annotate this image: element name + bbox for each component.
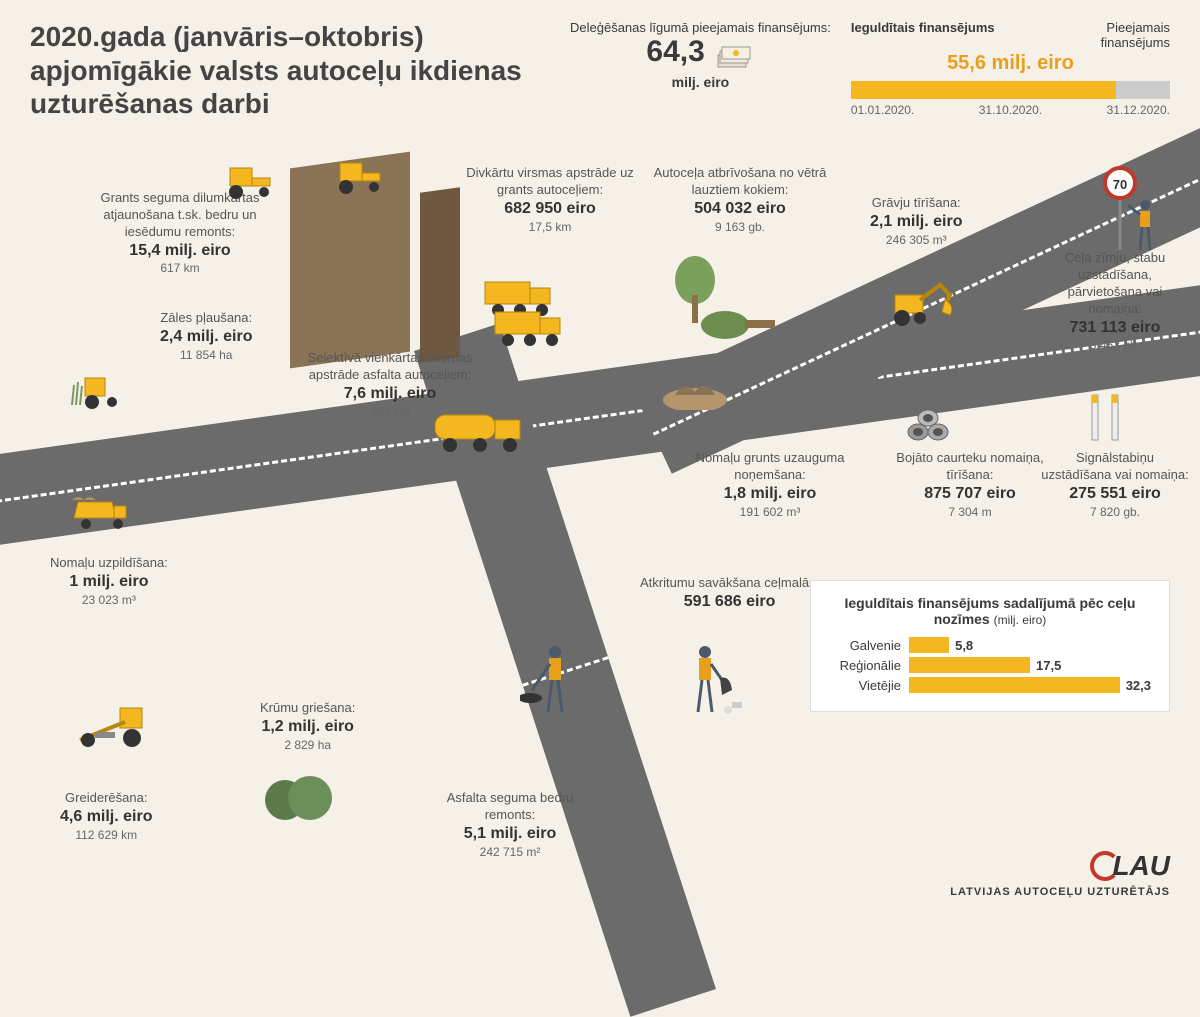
- progress-fill: [851, 81, 1116, 99]
- breakdown-bar: [909, 657, 1030, 673]
- breakdown-row: Galvenie 5,8: [829, 637, 1151, 653]
- svg-text:70: 70: [1113, 177, 1127, 192]
- breakdown-row: Reģionālie 17,5: [829, 657, 1151, 673]
- page-title: 2020.gada (janvāris–oktobris) apjomīgāki…: [30, 20, 570, 121]
- excavator-icon: [880, 270, 960, 330]
- breakdown-value: 5,8: [955, 638, 973, 653]
- info-divkartu: Divkārtu virsmas apstrāde uz grants auto…: [460, 165, 640, 235]
- info-asfalta: Asfalta seguma bedru remonts: 5,1 milj. …: [420, 790, 600, 860]
- dump-truck-icon: [70, 490, 130, 530]
- signal-posts-icon: [1080, 390, 1130, 445]
- breakdown-value: 32,3: [1126, 678, 1151, 693]
- breakdown-label: Vietējie: [829, 678, 909, 693]
- breakdown-value: 17,5: [1036, 658, 1061, 673]
- available-funding: Deleģēšanas līgumā pieejamais finansējum…: [570, 20, 831, 120]
- info-greider: Greiderēšana: 4,6 milj. eiro 112 629 km: [60, 790, 152, 843]
- info-zimes: Ceļa zīmju, stabu uzstādīšana, pārvietoš…: [1040, 250, 1190, 354]
- worker-sweeping-icon: [520, 640, 580, 720]
- truck-icon: [490, 300, 570, 350]
- tractor-icon: [220, 160, 280, 200]
- info-atkritumu: Atkritumu savākšana ceļmalās: 591 686 ei…: [640, 575, 819, 613]
- finance-summary: Deleģēšanas līgumā pieejamais finansējum…: [570, 20, 1170, 120]
- info-signalstab: Signālstabiņu uzstādīšana vai nomaiņa: 2…: [1040, 450, 1190, 520]
- money-stack-icon: [714, 41, 754, 74]
- breakdown-bar: [909, 637, 949, 653]
- breakdown-row: Vietējie 32,3: [829, 677, 1151, 693]
- dirt-patch-2: [420, 187, 460, 363]
- tanker-truck-icon: [430, 400, 530, 455]
- info-krumu: Krūmu griešana: 1,2 milj. eiro 2 829 ha: [260, 700, 355, 753]
- speed-sign-icon: 70: [1100, 165, 1160, 255]
- tractor-icon: [330, 155, 390, 195]
- progress-track: [851, 81, 1170, 99]
- worker-trash-icon: [680, 640, 750, 720]
- grader-icon: [70, 700, 160, 750]
- header: 2020.gada (janvāris–oktobris) apjomīgāki…: [0, 0, 1200, 140]
- breakdown-bar: [909, 677, 1120, 693]
- breakdown-label: Galvenie: [829, 638, 909, 653]
- pipes-icon: [900, 400, 960, 445]
- info-nomalu-uzp: Nomaļu uzpildīšana: 1 milj. eiro 23 023 …: [50, 555, 168, 608]
- breakdown-chart: Ieguldītais finansējums sadalījumā pēc c…: [810, 580, 1170, 712]
- info-nomalu-grunts: Nomaļu grunts uzauguma noņemšana: 1,8 mi…: [680, 450, 860, 520]
- mower-icon: [70, 370, 130, 410]
- invested-bar-chart: Ieguldītais finansējums Pieejamais finan…: [851, 20, 1170, 120]
- lau-logo: LAU LATVIJAS AUTOCEĻU UZTURĒTĀJS: [950, 850, 1170, 898]
- dirt-mound-icon: [660, 370, 730, 410]
- info-zales: Zāles pļaušana: 2,4 milj. eiro 11 854 ha: [160, 310, 252, 363]
- info-gravju: Grāvju tīrīšana: 2,1 milj. eiro 246 305 …: [870, 195, 962, 248]
- fallen-tree-icon: [700, 300, 780, 340]
- breakdown-label: Reģionālie: [829, 658, 909, 673]
- info-atbriv: Autoceļa atbrīvošana no vētrā lauztiem k…: [650, 165, 830, 235]
- info-grants: Grants seguma dilumkārtas atjaunošana t.…: [80, 190, 280, 277]
- info-caurteku: Bojāto caurteku nomaiņa, tīrīšana: 875 7…: [880, 450, 1060, 520]
- bush-icon: [260, 770, 340, 820]
